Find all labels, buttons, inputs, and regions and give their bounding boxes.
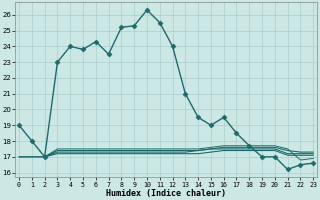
X-axis label: Humidex (Indice chaleur): Humidex (Indice chaleur) <box>106 189 226 198</box>
